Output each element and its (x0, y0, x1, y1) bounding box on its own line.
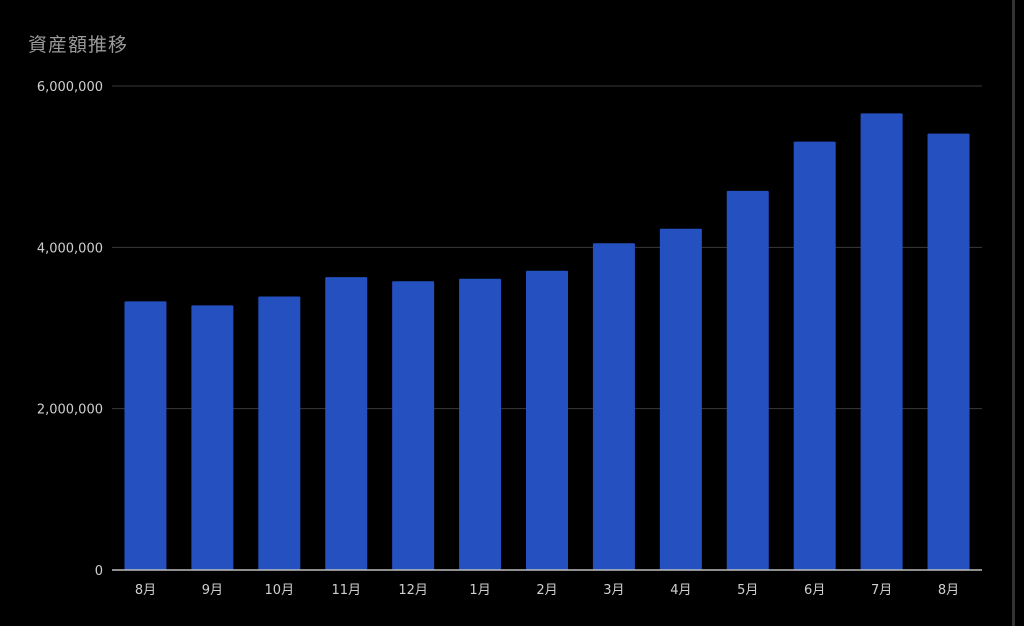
x-tick-label: 11月 (331, 583, 361, 598)
bar (325, 277, 368, 570)
y-tick-label: 2,000,000 (37, 403, 103, 418)
bar (860, 113, 903, 570)
y-tick-label: 6,000,000 (37, 80, 103, 95)
bar (927, 133, 970, 571)
bar (659, 228, 702, 570)
x-tick-label: 10月 (265, 583, 295, 598)
y-tick-label: 4,000,000 (37, 241, 103, 256)
x-tick-label: 8月 (135, 583, 156, 598)
x-tick-label: 2月 (536, 583, 557, 598)
bar (124, 301, 167, 570)
x-tick-label: 12月 (398, 583, 428, 598)
x-tick-label: 7月 (871, 583, 892, 598)
bar (459, 278, 502, 570)
x-tick-label: 4月 (670, 583, 691, 598)
x-tick-label: 5月 (737, 583, 758, 598)
y-tick-label: 0 (95, 564, 103, 579)
bar (258, 296, 301, 570)
chart-title: 資産額推移 (28, 34, 129, 56)
x-tick-label: 6月 (804, 583, 825, 598)
x-tick-label: 1月 (469, 583, 490, 598)
bar (191, 305, 234, 570)
bar (793, 141, 836, 570)
x-tick-label: 8月 (938, 583, 959, 598)
bar (392, 281, 435, 570)
x-tick-label: 3月 (603, 583, 624, 598)
bar (592, 243, 635, 571)
bar (526, 270, 568, 570)
window-edge (1012, 0, 1015, 626)
x-tick-label: 9月 (202, 583, 223, 598)
bar (726, 190, 769, 570)
